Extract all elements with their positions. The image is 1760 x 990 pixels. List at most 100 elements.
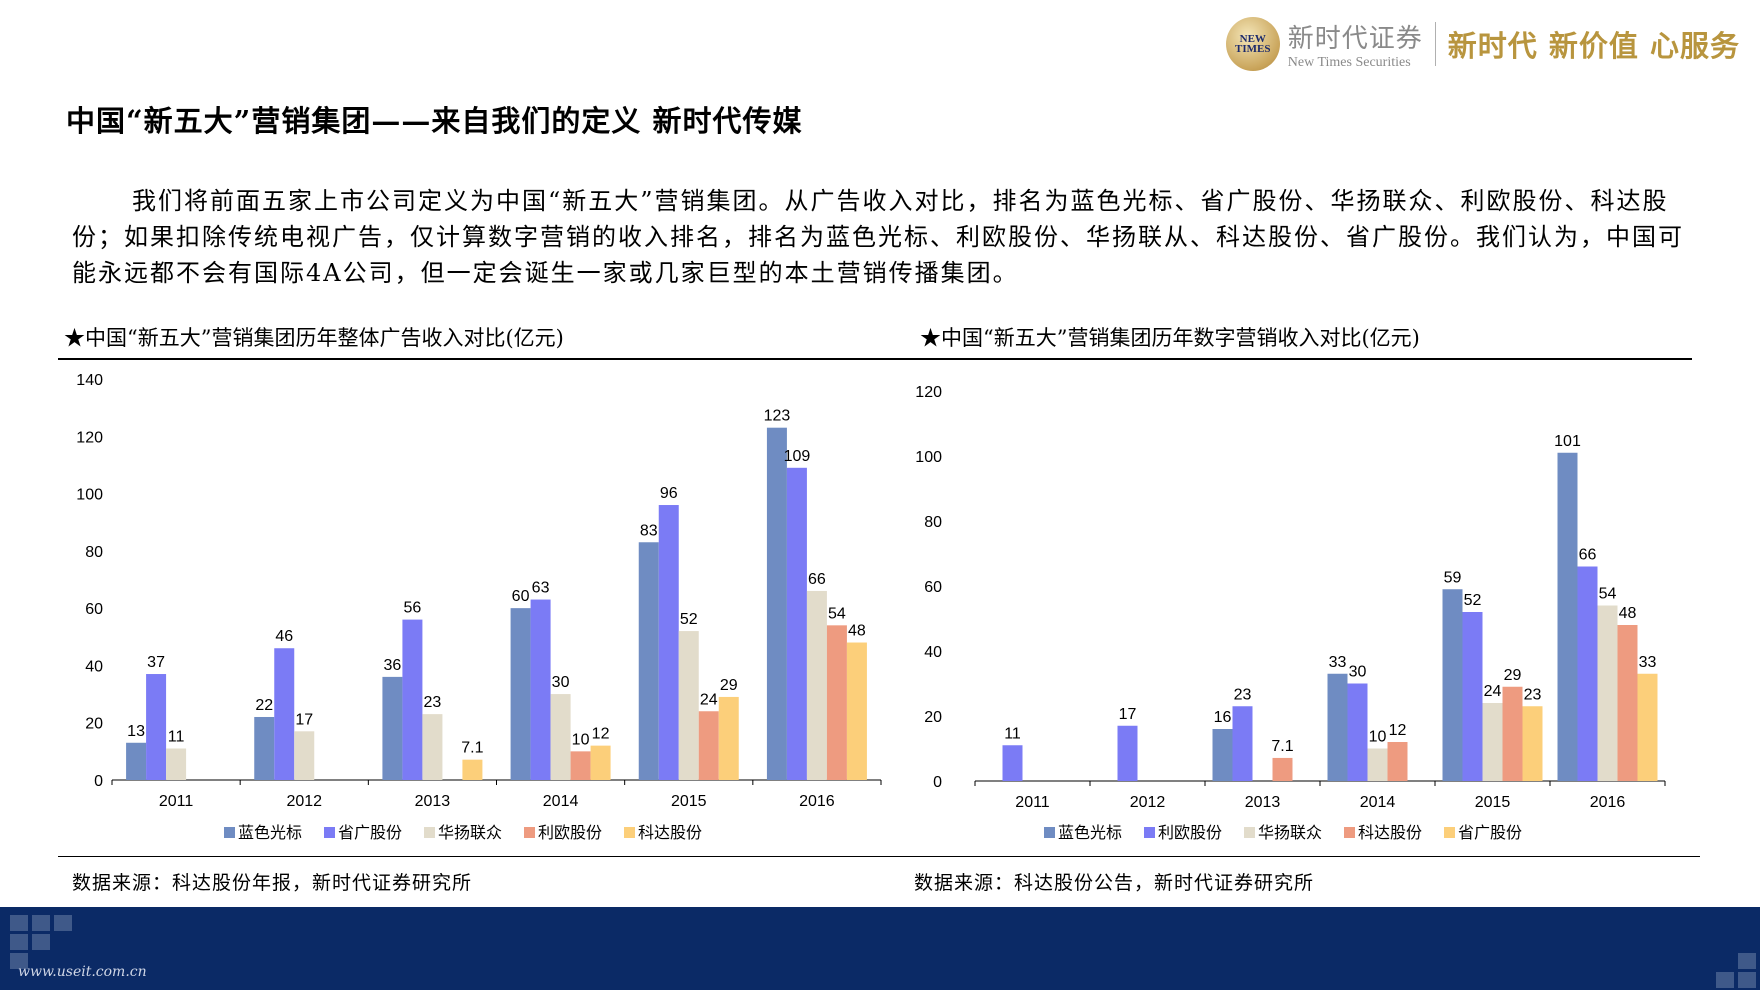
brand-header: NEW TIMES 新时代证券 New Times Securities 新时代… <box>1225 14 1740 74</box>
y-tick-label: 140 <box>76 372 103 389</box>
legend-label: 科达股份 <box>638 824 702 842</box>
bar <box>550 694 571 780</box>
bar <box>146 674 167 780</box>
legend-swatch <box>224 827 235 838</box>
data-label: 17 <box>1119 706 1137 723</box>
chart-title-left: ★中国“新五大”营销集团历年整体广告收入对比(亿元) <box>64 326 564 350</box>
data-label: 22 <box>255 697 273 714</box>
bar <box>786 467 807 780</box>
footer-url: www.useit.com.cn <box>18 964 147 980</box>
data-label: 12 <box>592 726 610 743</box>
bar <box>766 427 787 780</box>
legend-swatch <box>324 827 335 838</box>
legend-label: 蓝色光标 <box>238 824 302 842</box>
data-label: 23 <box>1524 686 1542 703</box>
data-label: 11 <box>168 728 185 745</box>
chart-title-right: ★中国“新五大”营销集团历年数字营销收入对比(亿元) <box>920 326 1420 350</box>
legend-label: 省广股份 <box>338 824 402 842</box>
legend-label: 科达股份 <box>1358 824 1422 842</box>
bottom-rule <box>58 856 1700 857</box>
x-tick-label: 2011 <box>159 793 194 810</box>
y-tick-label: 40 <box>924 644 942 661</box>
brand-name-en: New Times Securities <box>1287 54 1411 70</box>
decor-square <box>10 915 28 931</box>
bar <box>166 748 187 780</box>
data-label: 96 <box>660 485 678 502</box>
page-title: 中国“新五大”营销集团——来自我们的定义 新时代传媒 <box>66 104 803 138</box>
data-label: 12 <box>1389 722 1407 739</box>
bar <box>638 542 659 780</box>
y-tick-label: 120 <box>915 384 942 401</box>
x-tick-label: 2014 <box>543 793 579 810</box>
data-label: 56 <box>404 600 422 617</box>
data-label: 66 <box>1579 547 1597 564</box>
x-tick-label: 2013 <box>1245 794 1281 811</box>
data-label: 7.1 <box>1271 738 1293 755</box>
data-label: 24 <box>1484 683 1502 700</box>
data-label: 48 <box>848 623 866 640</box>
legend-label: 利欧股份 <box>1158 824 1222 842</box>
data-label: 54 <box>1599 586 1617 603</box>
y-tick-label: 60 <box>924 579 942 596</box>
data-label: 16 <box>1214 709 1232 726</box>
chart-right: 02040608010012011201117201216237.1201333… <box>915 384 1666 842</box>
decor-square <box>54 915 72 931</box>
legend-label: 华扬联众 <box>1258 824 1322 842</box>
legend-swatch <box>424 827 435 838</box>
legend-swatch <box>624 827 635 838</box>
data-label: 66 <box>808 571 826 588</box>
y-tick-label: 80 <box>85 544 103 561</box>
data-label: 30 <box>1349 664 1367 681</box>
data-label: 48 <box>1619 605 1637 622</box>
bar <box>590 745 611 780</box>
bar <box>1347 683 1368 781</box>
legend-swatch <box>524 827 535 838</box>
bar <box>402 619 423 780</box>
y-tick-label: 100 <box>915 449 942 466</box>
data-label: 24 <box>700 691 718 708</box>
data-label: 54 <box>828 605 846 622</box>
data-label: 52 <box>1464 592 1482 609</box>
legend-label: 利欧股份 <box>538 824 602 842</box>
legend-label: 蓝色光标 <box>1058 824 1122 842</box>
data-label: 13 <box>127 723 145 740</box>
data-label: 10 <box>572 731 590 748</box>
bar <box>718 696 739 780</box>
x-tick-label: 2015 <box>1475 794 1511 811</box>
data-label: 101 <box>1554 433 1581 450</box>
brand-slogan: 新时代 新价值 心服务 <box>1447 29 1740 63</box>
y-tick-label: 20 <box>85 716 103 733</box>
legend-swatch <box>1244 827 1255 838</box>
data-label: 36 <box>384 657 402 674</box>
bar <box>1577 566 1598 781</box>
bar <box>1597 605 1618 781</box>
data-label: 59 <box>1444 569 1462 586</box>
bar <box>1637 673 1658 781</box>
data-label: 60 <box>512 588 530 605</box>
decor-square <box>1716 972 1734 988</box>
bar <box>254 716 275 780</box>
chart-left: 0 20 40 60 80 100 120 140 13 37 11 2011 22 46 17 2012 36… <box>76 372 882 842</box>
bar <box>826 625 847 780</box>
bar <box>1557 452 1578 781</box>
top-rule <box>58 358 1692 360</box>
bar <box>1117 725 1138 781</box>
bar <box>1462 612 1483 781</box>
bar <box>1442 589 1463 781</box>
data-label: 33 <box>1639 654 1657 671</box>
bar <box>698 711 719 780</box>
decor-square <box>1738 972 1756 988</box>
data-label: 46 <box>275 628 293 645</box>
data-label: 83 <box>640 522 658 539</box>
x-tick-label: 2015 <box>671 793 707 810</box>
bar <box>1212 729 1233 781</box>
x-tick-label: 2014 <box>1360 794 1396 811</box>
legend-swatch <box>1144 827 1155 838</box>
bar <box>1232 706 1253 781</box>
footer-bar: www.useit.com.cn <box>0 907 1760 990</box>
data-label: 109 <box>784 448 811 465</box>
data-label: 52 <box>680 611 698 628</box>
brand-names: 新时代证券 New Times Securities <box>1288 18 1423 71</box>
bar <box>462 759 483 780</box>
bar <box>1522 706 1543 781</box>
